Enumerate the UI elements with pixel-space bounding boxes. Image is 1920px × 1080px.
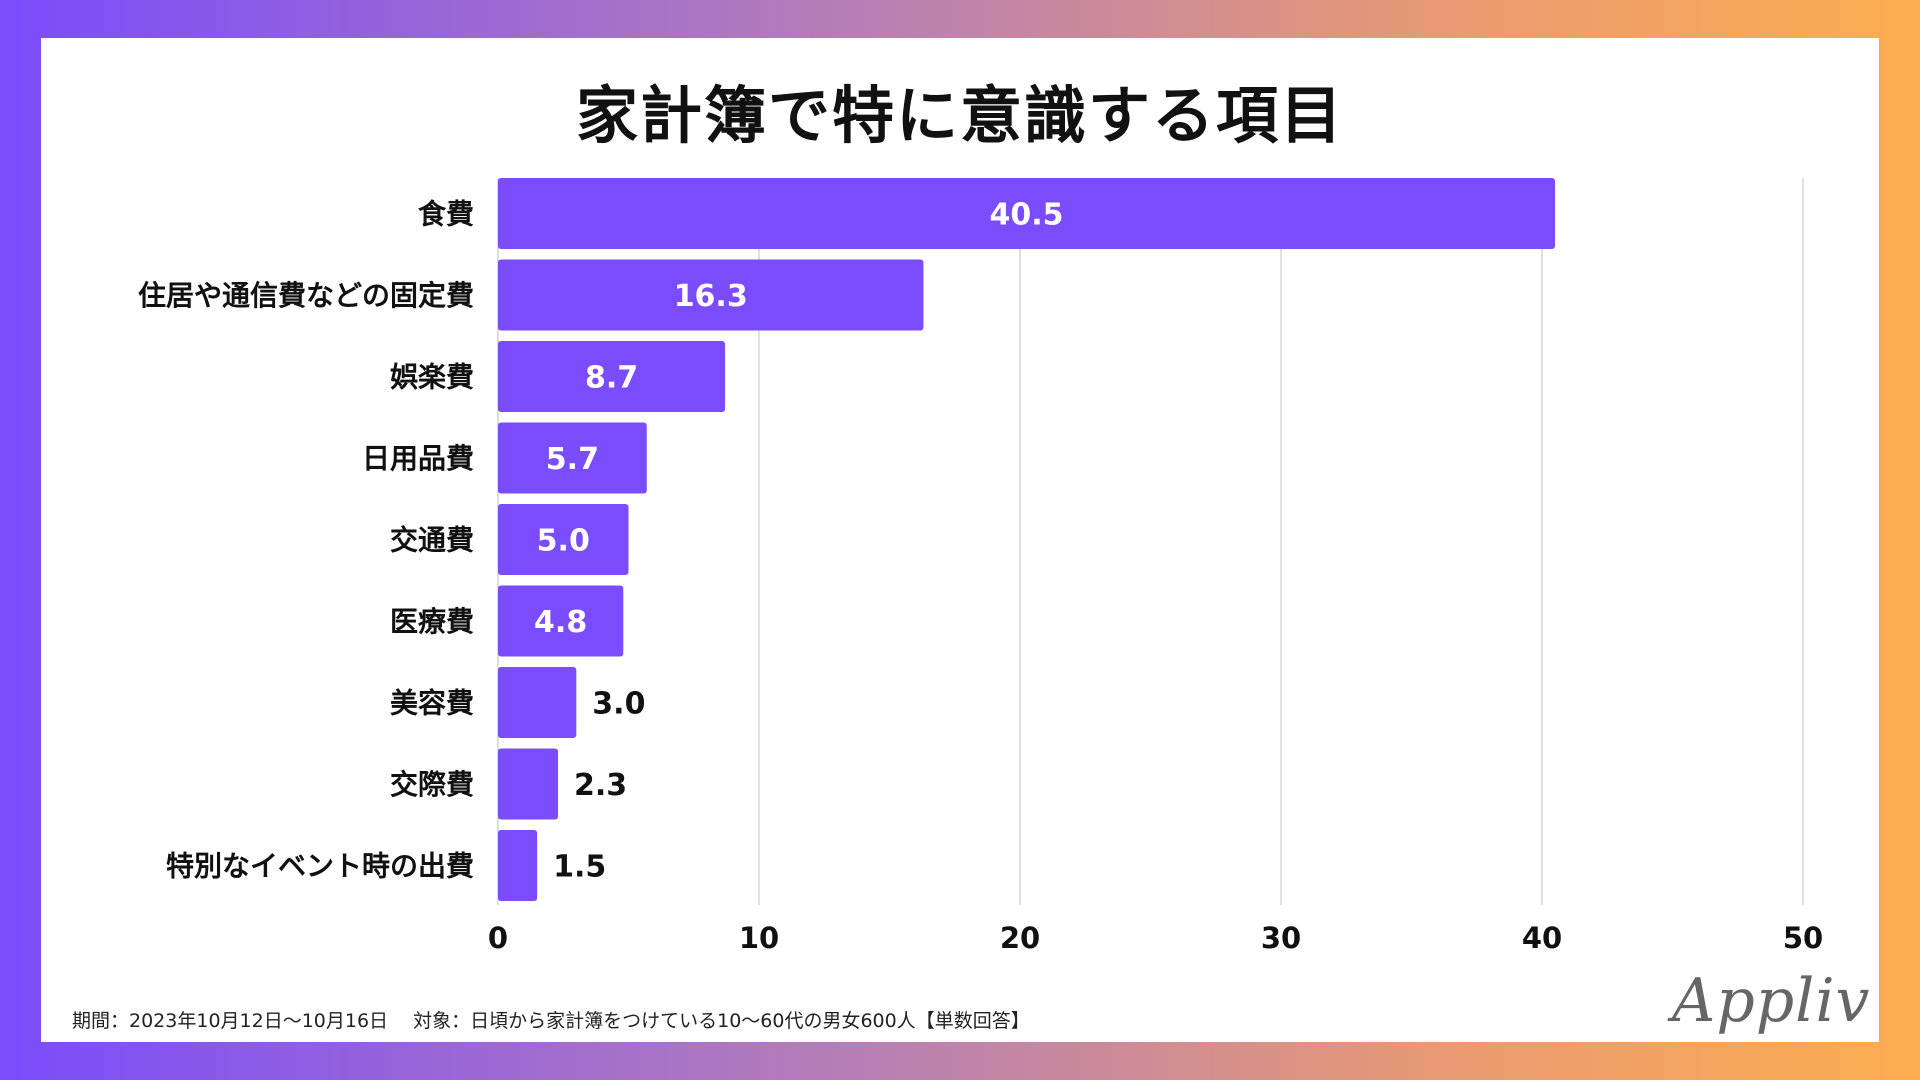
x-tick-label: 50	[1783, 921, 1823, 955]
survey-footnote: 期間：2023年10月12日〜10月16日 対象：日頃から家計簿をつけている10…	[72, 1010, 1030, 1032]
bar	[498, 259, 924, 331]
category-label: 娯楽費	[390, 361, 474, 394]
bar	[498, 667, 577, 738]
bar	[498, 422, 647, 494]
x-tick-label: 10	[739, 921, 779, 955]
x-tick-label: 40	[1522, 921, 1562, 955]
value-label: 16.3	[674, 279, 748, 314]
value-label: 40.5	[990, 198, 1064, 233]
bar	[498, 830, 538, 901]
x-tick-label: 30	[1261, 921, 1301, 955]
value-label: 5.7	[546, 442, 599, 477]
category-label: 住居や通信費などの固定費	[138, 279, 474, 312]
bar	[498, 748, 559, 820]
value-label: 5.0	[537, 524, 590, 559]
value-label: 1.5	[553, 850, 606, 885]
bar	[498, 178, 1556, 249]
bar	[498, 341, 726, 412]
bar	[498, 504, 629, 575]
x-tick-label: 20	[1000, 921, 1040, 955]
category-label: 美容費	[390, 687, 474, 720]
category-label: 医療費	[390, 605, 474, 638]
category-label: 日用品費	[362, 442, 474, 475]
value-label: 8.7	[585, 361, 638, 396]
chart-title: 家計簿で特に意識する項目	[575, 79, 1344, 152]
category-label: 食費	[418, 198, 474, 231]
value-label: 3.0	[592, 687, 645, 722]
appliv-logo: Appliv	[1672, 966, 1871, 1036]
category-label: 交通費	[390, 524, 474, 557]
bar	[498, 585, 624, 657]
value-label: 2.3	[574, 768, 627, 803]
x-tick-label: 0	[488, 921, 508, 955]
value-label: 4.8	[534, 605, 587, 640]
category-label: 交際費	[390, 768, 474, 801]
category-label: 特別なイベント時の出費	[166, 850, 474, 883]
